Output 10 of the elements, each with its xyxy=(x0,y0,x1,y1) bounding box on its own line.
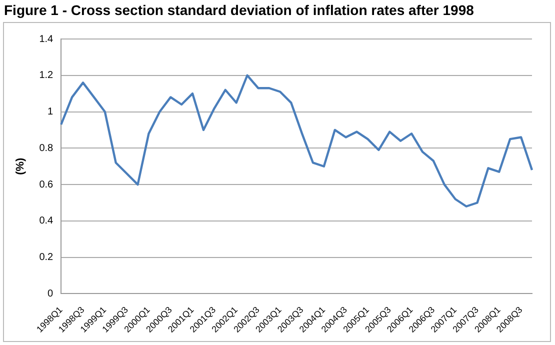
y-tick-label: 1 xyxy=(48,106,54,118)
y-axis-title: (%) xyxy=(14,157,27,175)
y-tick-label: 1.2 xyxy=(39,70,54,82)
y-tick-label: 0 xyxy=(48,288,54,300)
y-tick-label: 0.6 xyxy=(39,179,54,190)
y-tick-label: 1.4 xyxy=(39,34,54,45)
y-tick-label: 0.4 xyxy=(39,216,54,227)
y-tick-label: 0.8 xyxy=(39,142,54,154)
chart-title: Figure 1 - Cross section standard deviation of inflation rates after 1998 xyxy=(4,2,474,18)
y-tick-label: 0.2 xyxy=(39,252,54,264)
